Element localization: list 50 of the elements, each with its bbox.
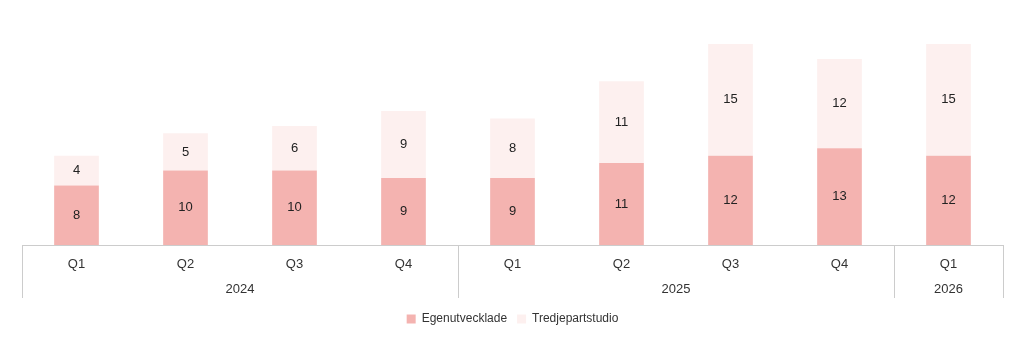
bar [817,58,862,149]
data-label: 8 [72,206,81,222]
data-label: 11 [614,195,629,211]
text: 2024 [225,280,255,296]
text: 2025 [661,280,691,296]
bar [272,170,317,245]
data-label: 12 [723,191,738,207]
legend-label: Egenutvecklade [421,311,508,326]
data-label: 6 [290,139,299,155]
x-tick-label: Q1 [939,256,958,272]
data-label: 15 [723,91,738,107]
bar [708,44,753,156]
data-label: 4 [72,162,81,178]
bar [54,155,99,186]
data-label: 8 [508,139,517,155]
bar [599,81,644,164]
bar [599,163,644,245]
data-label: 11 [614,113,629,129]
data-label: 5 [181,143,190,159]
data-label: 10 [178,199,193,215]
x-tick-label: Q2 [176,256,195,272]
bar [708,155,753,245]
data-label: 15 [941,91,956,107]
x-tick-label: Q1 [503,256,522,272]
x-tick-label: Q4 [394,256,413,272]
x-tick-label: Q3 [285,256,304,272]
bar [926,44,971,156]
bar [926,155,971,245]
data-label: 9 [508,203,517,219]
data-label: 12 [832,95,847,111]
x-tick-label: Q2 [612,256,631,272]
bar [381,178,426,245]
legend-label: Tredjepartstudio [532,311,619,326]
bar [490,178,535,245]
data-label: 10 [287,199,302,215]
data-label: 9 [399,136,408,152]
bar [817,148,862,245]
data-label: 13 [832,188,847,204]
text: 2026 [934,280,963,296]
x-tick-label: Q3 [721,256,740,272]
x-tick-label: Q4 [830,256,849,272]
data-label: 9 [399,203,408,219]
bar [54,185,99,245]
bar [163,133,208,171]
data-label: 12 [941,191,956,207]
x-tick-label: Q1 [67,256,86,272]
bar [381,111,426,178]
bar [272,125,317,171]
bar [490,118,535,178]
bar [163,170,208,245]
